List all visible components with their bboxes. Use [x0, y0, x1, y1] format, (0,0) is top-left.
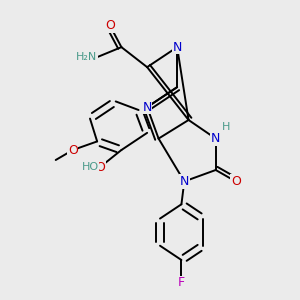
Text: O: O: [105, 19, 115, 32]
Text: N: N: [180, 175, 189, 188]
Text: HO: HO: [81, 162, 99, 172]
Text: N: N: [211, 132, 220, 145]
Text: O: O: [68, 143, 78, 157]
Text: H₂N: H₂N: [76, 52, 97, 62]
Text: O: O: [231, 175, 241, 188]
Text: N: N: [142, 100, 152, 114]
Text: H: H: [221, 122, 230, 132]
Text: N: N: [172, 40, 182, 54]
Text: F: F: [178, 276, 185, 290]
Text: O: O: [95, 160, 105, 174]
